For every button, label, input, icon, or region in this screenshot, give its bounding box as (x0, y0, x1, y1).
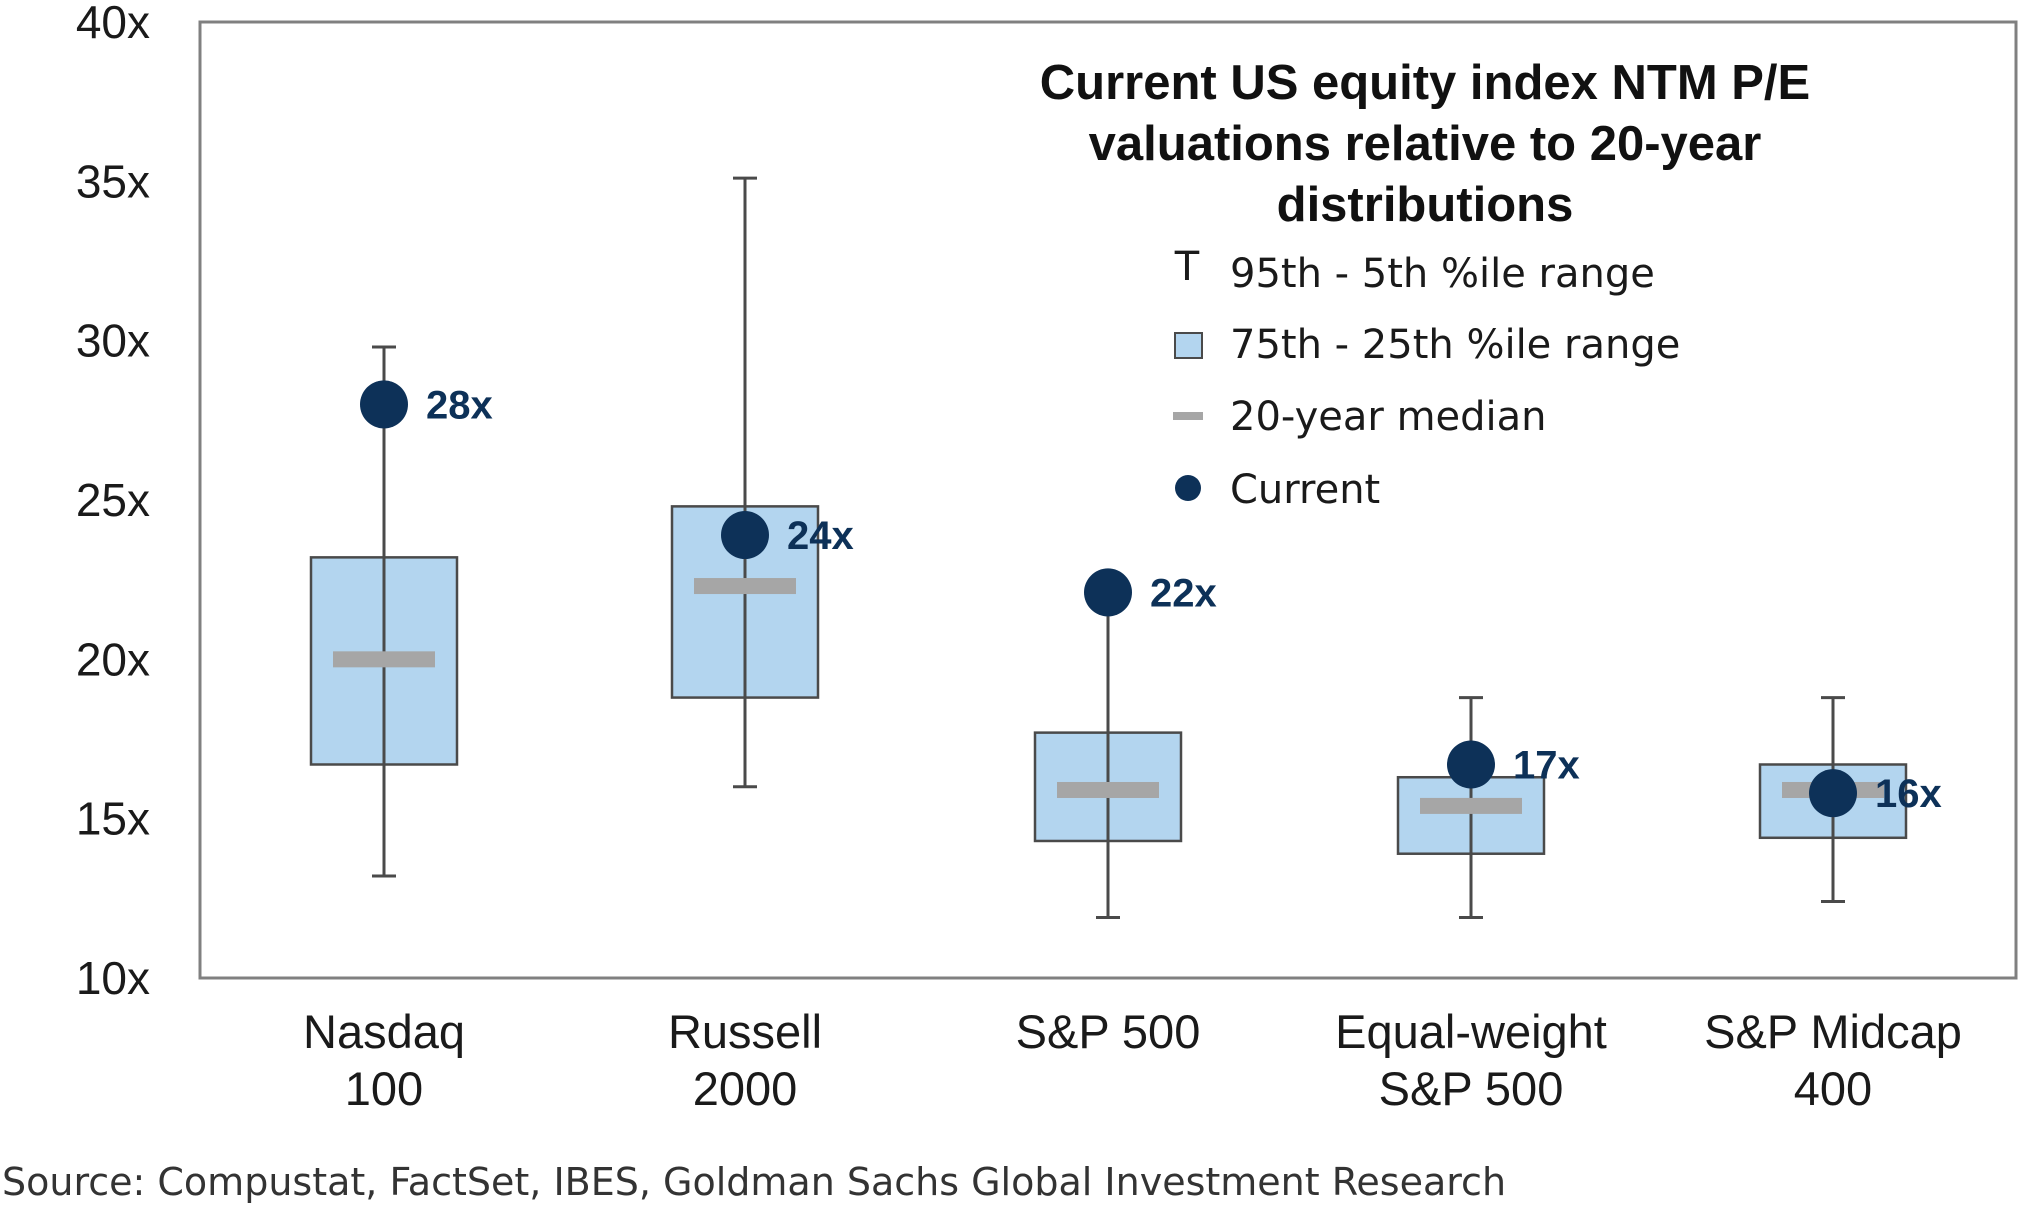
chart-title-line: Current US equity index NTM P/E (1040, 56, 1810, 110)
median-marker (694, 578, 796, 595)
y-tick-label: 15x (76, 793, 150, 845)
legend-whisker-symbol: T (1174, 244, 1200, 290)
median-marker (333, 651, 435, 668)
category-label: Nasdaq (303, 1005, 465, 1058)
y-tick-label: 20x (76, 633, 150, 685)
legend-current-marker (1175, 475, 1201, 501)
current-value-label: 17x (1513, 743, 1580, 787)
legend-box-swatch (1174, 332, 1203, 359)
current-marker (1084, 568, 1132, 617)
current-marker (1809, 769, 1857, 818)
category-label: Equal-weight (1335, 1005, 1607, 1058)
category-label: 100 (345, 1062, 423, 1115)
box-group: 28x (309, 345, 493, 878)
y-tick-label: 10x (76, 952, 150, 1004)
median-marker (1057, 781, 1159, 798)
current-value-label: 22x (1150, 571, 1217, 615)
y-axis-ticks: 10x 15x 20x 25x 30x 35x 40x (76, 0, 150, 1004)
legend-box-label: 75th - 25th %ile range (1230, 322, 1680, 368)
category-label: 400 (1794, 1062, 1872, 1115)
box-group: 24x (670, 176, 854, 789)
y-tick-label: 30x (76, 315, 150, 367)
chart-title-line: valuations relative to 20-year (1089, 117, 1762, 171)
source-note: Source: Compustat, FactSet, IBES, Goldma… (2, 1160, 1506, 1204)
category-label: 2000 (693, 1062, 798, 1115)
legend-current-label: Current (1230, 467, 1380, 513)
current-marker (721, 511, 769, 560)
box-series: 28x 24x 22x 17x 16x (309, 176, 1942, 919)
category-label: S&P 500 (1379, 1062, 1564, 1115)
category-label: S&P Midcap (1704, 1005, 1962, 1058)
chart-title: Current US equity index NTM P/E valuation… (1040, 56, 1810, 232)
median-marker (1420, 797, 1522, 814)
legend: T 95th - 5th %ile range 75th - 25th %ile… (1173, 244, 1680, 513)
legend-median-swatch (1173, 412, 1203, 420)
category-label: Russell (668, 1005, 822, 1058)
category-label: S&P 500 (1016, 1005, 1201, 1058)
current-marker (360, 380, 408, 429)
box-group: 22x (1033, 568, 1217, 919)
current-value-label: 24x (787, 514, 854, 558)
y-tick-label: 25x (76, 474, 150, 526)
box-group: 17x (1396, 696, 1580, 919)
box-group: 16x (1758, 696, 1942, 904)
current-marker (1447, 740, 1495, 789)
y-tick-label: 35x (76, 155, 150, 207)
legend-median-label: 20-year median (1230, 394, 1547, 440)
legend-whisker-label: 95th - 5th %ile range (1230, 251, 1655, 297)
current-value-label: 16x (1875, 772, 1942, 816)
current-value-label: 28x (426, 383, 493, 427)
y-tick-label: 40x (76, 0, 150, 48)
chart-title-line: distributions (1277, 178, 1574, 232)
